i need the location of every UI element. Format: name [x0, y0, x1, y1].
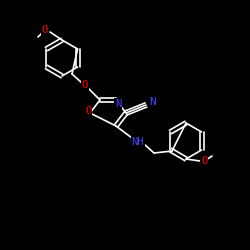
Text: N: N — [150, 97, 156, 107]
Text: O: O — [42, 25, 48, 35]
Text: O: O — [85, 106, 91, 116]
Text: O: O — [82, 80, 88, 90]
Text: N: N — [115, 99, 121, 109]
Text: O: O — [201, 156, 207, 166]
Text: NH: NH — [132, 137, 144, 147]
